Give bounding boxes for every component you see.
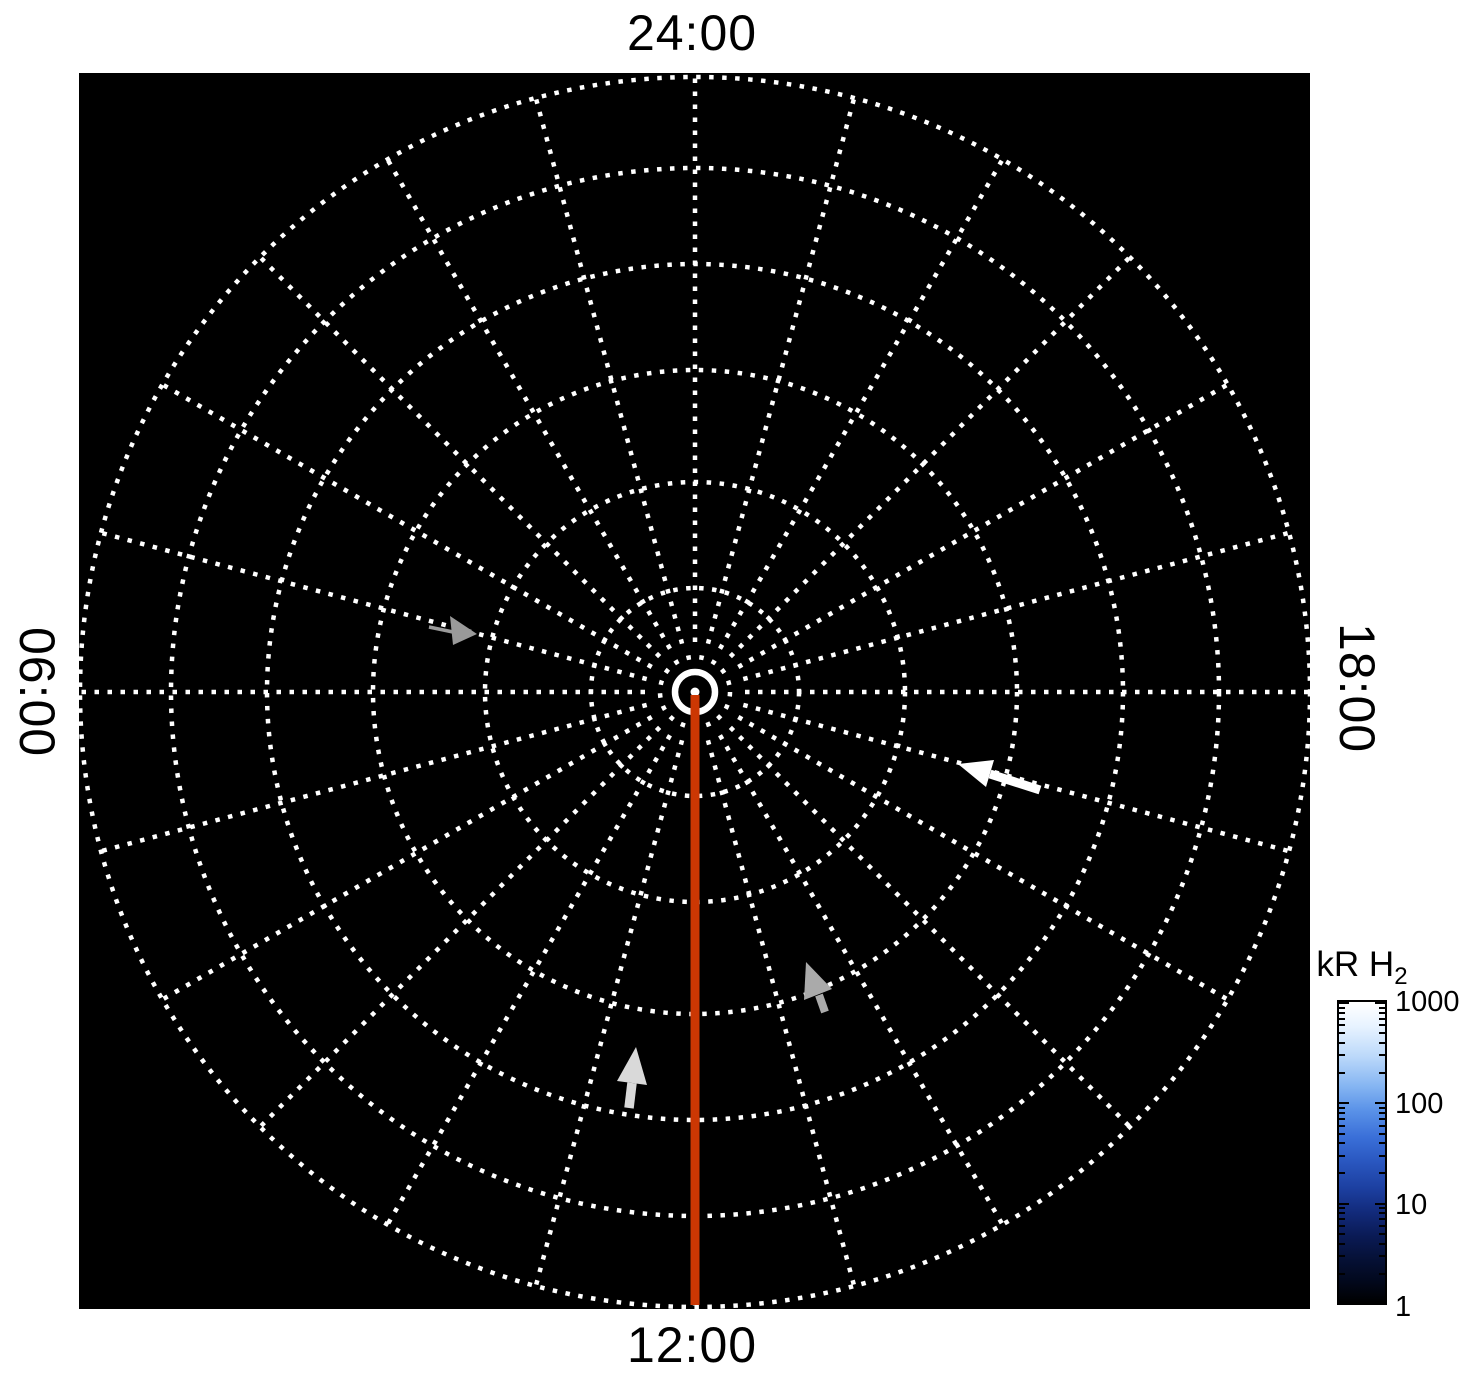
colorbar-tick-mark bbox=[1375, 1002, 1385, 1004]
colorbar-tick-mark bbox=[1379, 1142, 1385, 1144]
aurora-emission bbox=[241, 714, 1172, 1304]
colorbar-tick-mark bbox=[1379, 1042, 1385, 1044]
colorbar-tick-mark bbox=[1339, 1002, 1349, 1004]
annotation-arrow-gray-1 bbox=[428, 616, 477, 645]
colorbar-tick-mark bbox=[1379, 1133, 1385, 1135]
colorbar-tick-mark bbox=[1339, 1054, 1345, 1056]
colorbar-tick-mark bbox=[1339, 1233, 1345, 1235]
colorbar-tick-mark bbox=[1379, 1273, 1385, 1275]
colorbar-tick-mark bbox=[1379, 1125, 1385, 1127]
annotation-arrow-light bbox=[617, 1047, 647, 1109]
axis-label-1200: 12:00 bbox=[626, 1317, 758, 1373]
colorbar-tick-mark bbox=[1339, 1155, 1345, 1157]
colorbar-tick-mark bbox=[1339, 1203, 1349, 1205]
colorbar-tick-mark bbox=[1339, 1118, 1345, 1120]
colorbar-tick-mark bbox=[1375, 1102, 1385, 1104]
colorbar-tick-mark bbox=[1379, 1155, 1385, 1157]
colorbar-tick-mark bbox=[1379, 1243, 1385, 1245]
polar-plot-svg bbox=[79, 73, 1310, 1309]
axis-label-1800: 18:00 bbox=[1329, 622, 1385, 754]
colorbar-tick-1: 1 bbox=[1395, 1291, 1412, 1323]
colorbar-tick-mark bbox=[1379, 1212, 1385, 1214]
polar-plot bbox=[79, 73, 1310, 1309]
colorbar-tick-mark bbox=[1339, 1225, 1345, 1227]
colorbar-tick-mark bbox=[1379, 1225, 1385, 1227]
colorbar-tick-mark bbox=[1339, 1255, 1345, 1257]
colorbar-tick-mark bbox=[1339, 1107, 1345, 1109]
colorbar-tick-1000: 1000 bbox=[1395, 986, 1460, 1018]
colorbar-tick-mark bbox=[1339, 1007, 1345, 1009]
colorbar-title-sub: 2 bbox=[1394, 963, 1408, 990]
colorbar-tick-mark bbox=[1339, 1218, 1345, 1220]
colorbar-tick-mark bbox=[1379, 1032, 1385, 1034]
colorbar-tick-mark bbox=[1339, 1018, 1345, 1020]
colorbar-tick-100: 100 bbox=[1395, 1088, 1444, 1120]
colorbar-tick-mark bbox=[1379, 1012, 1385, 1014]
colorbar-tick-mark bbox=[1339, 1042, 1345, 1044]
colorbar-tick-mark bbox=[1339, 1273, 1345, 1275]
colorbar-tick-mark bbox=[1339, 1012, 1345, 1014]
colorbar-tick-mark bbox=[1339, 1172, 1345, 1174]
colorbar-tick-mark bbox=[1379, 1054, 1385, 1056]
colorbar-tick-mark bbox=[1379, 1233, 1385, 1235]
colorbar-tick-mark bbox=[1375, 1203, 1385, 1205]
colorbar-tick-mark bbox=[1339, 1072, 1345, 1074]
colorbar-tick-mark bbox=[1379, 1118, 1385, 1120]
annotation-arrow-white bbox=[958, 760, 1042, 795]
colorbar-tick-mark bbox=[1339, 1301, 1349, 1303]
annotation-arrow-gray-2 bbox=[804, 962, 832, 1014]
axis-label-0600: 06:00 bbox=[9, 626, 65, 758]
axis-label-2400: 24:00 bbox=[626, 5, 758, 61]
colorbar-tick-mark bbox=[1339, 1032, 1345, 1034]
colorbar-tick-mark bbox=[1379, 1172, 1385, 1174]
colorbar-title-main: kR H bbox=[1316, 945, 1395, 984]
colorbar-tick-mark bbox=[1379, 1107, 1385, 1109]
colorbar-tick-mark bbox=[1339, 1142, 1345, 1144]
colorbar-tick-mark bbox=[1379, 1018, 1385, 1020]
colorbar-tick-mark bbox=[1379, 1255, 1385, 1257]
colorbar-title: kR H2 bbox=[1287, 945, 1437, 989]
colorbar-tick-mark bbox=[1339, 1133, 1345, 1135]
colorbar-tick-mark bbox=[1379, 1207, 1385, 1209]
colorbar-tick-mark bbox=[1379, 1218, 1385, 1220]
colorbar-tick-mark bbox=[1339, 1102, 1349, 1104]
colorbar-tick-mark bbox=[1339, 1207, 1345, 1209]
colorbar-tick-mark bbox=[1339, 1212, 1345, 1214]
colorbar-tick-mark bbox=[1379, 1024, 1385, 1026]
colorbar-tick-mark bbox=[1339, 1024, 1345, 1026]
colorbar-tick-mark bbox=[1379, 1072, 1385, 1074]
colorbar-tick-10: 10 bbox=[1395, 1189, 1428, 1221]
colorbar-tick-mark bbox=[1339, 1125, 1345, 1127]
colorbar-tick-mark bbox=[1339, 1243, 1345, 1245]
colorbar-tick-mark bbox=[1375, 1301, 1385, 1303]
colorbar-gradient bbox=[1337, 1000, 1387, 1305]
colorbar-tick-mark bbox=[1379, 1007, 1385, 1009]
colorbar-tick-mark bbox=[1379, 1112, 1385, 1114]
colorbar-tick-mark bbox=[1339, 1112, 1345, 1114]
